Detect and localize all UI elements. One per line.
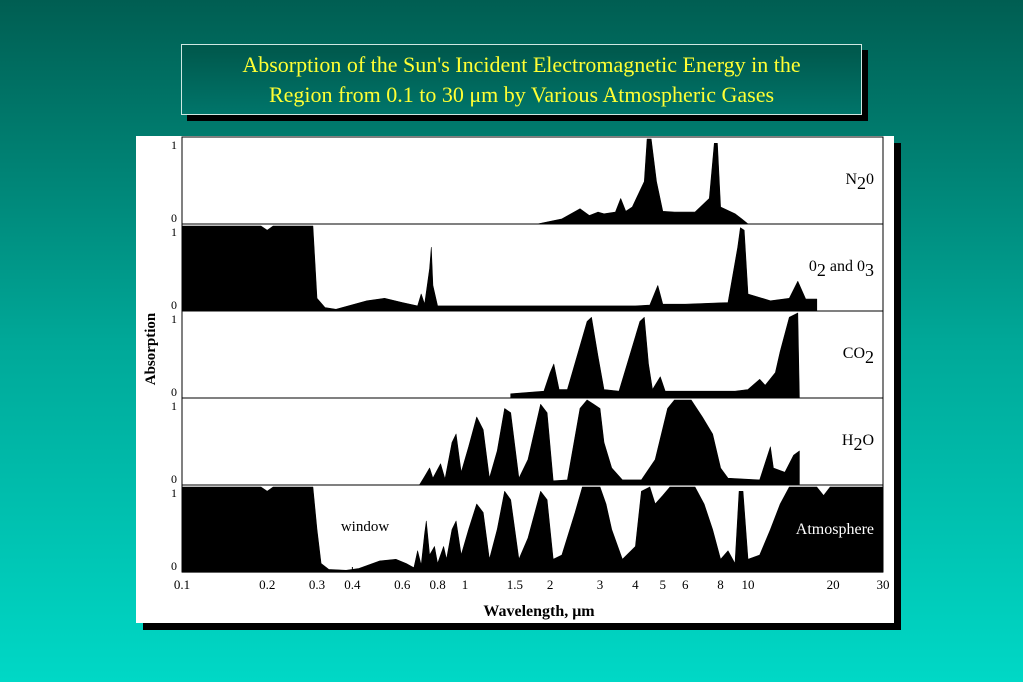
x-axis-label: Wavelength, μm — [483, 603, 595, 620]
panel-atmosphere: 1 0 Atmosphere window — [171, 484, 884, 573]
x-tick-label: 30 — [877, 577, 890, 592]
x-tick-label: 0.4 — [344, 577, 361, 592]
chart-title: Absorption of the Sun's Incident Electro… — [181, 44, 862, 115]
absorption-area — [536, 138, 749, 225]
x-tick-label: 10 — [741, 577, 754, 592]
window-label: window — [341, 519, 390, 535]
x-tick-label: 0.6 — [394, 577, 411, 592]
panel-frame — [181, 310, 884, 399]
panel-n20: 1 0 N20 — [171, 136, 884, 225]
x-tick-label: 8 — [717, 577, 724, 592]
series-label: 02 and 03 — [809, 258, 874, 280]
panel-h2o: 1 0 H2O — [171, 397, 884, 486]
x-tick-label: 0.2 — [259, 577, 275, 592]
series-label: N20 — [845, 171, 874, 193]
y-tick-label-0: 0 — [171, 385, 177, 399]
x-tick-label: 1 — [462, 577, 469, 592]
y-tick-label-0: 0 — [171, 559, 177, 573]
chart-figure: 1 0 N20 1 0 02 and 03 1 0 CO2 1 0 H2O 1 0 Atmosphere wi… — [136, 136, 894, 623]
y-tick-label-1: 1 — [171, 486, 177, 500]
panel-02-and-03: 1 0 02 and 03 — [171, 223, 884, 312]
absorption-area — [510, 312, 800, 399]
series-label: H2O — [842, 432, 874, 454]
y-tick-label-1: 1 — [171, 312, 177, 326]
y-tick-label-0: 0 — [171, 298, 177, 312]
y-tick-label-0: 0 — [171, 472, 177, 486]
y-tick-label-1: 1 — [171, 138, 177, 152]
x-tick-label: 0.8 — [429, 577, 445, 592]
x-tick-label: 0.3 — [309, 577, 325, 592]
series-label: CO2 — [843, 345, 874, 367]
series-label: Atmosphere — [796, 521, 874, 538]
panel-co2: 1 0 CO2 — [171, 310, 884, 399]
absorption-area — [419, 399, 800, 486]
x-tick-label: 1.5 — [507, 577, 523, 592]
chart-title-line-2: Region from 0.1 to 30 μm by Various Atmo… — [268, 81, 775, 107]
x-axis: 0.1 0.2 0.3 0.4 0.6 0.8 1 1.5 2 3 4 5 6 8 10 20 30 — [174, 567, 890, 592]
y-axis-label: Absorption — [143, 312, 159, 385]
chart-title-line-1: Absorption of the Sun's Incident Electro… — [242, 51, 801, 77]
x-tick-label: 2 — [547, 577, 554, 592]
absorption-area — [181, 486, 884, 573]
y-tick-label-1: 1 — [171, 399, 177, 413]
x-tick-label: 20 — [827, 577, 840, 592]
y-tick-label-1: 1 — [171, 225, 177, 239]
x-tick-label: 5 — [660, 577, 667, 592]
x-tick-label: 4 — [632, 577, 639, 592]
y-tick-label-0: 0 — [171, 211, 177, 225]
x-tick-label: 3 — [597, 577, 604, 592]
x-tick-label: 0.1 — [174, 577, 190, 592]
absorption-area — [181, 225, 818, 312]
panel-frame — [181, 136, 884, 225]
x-tick-label: 6 — [682, 577, 689, 592]
